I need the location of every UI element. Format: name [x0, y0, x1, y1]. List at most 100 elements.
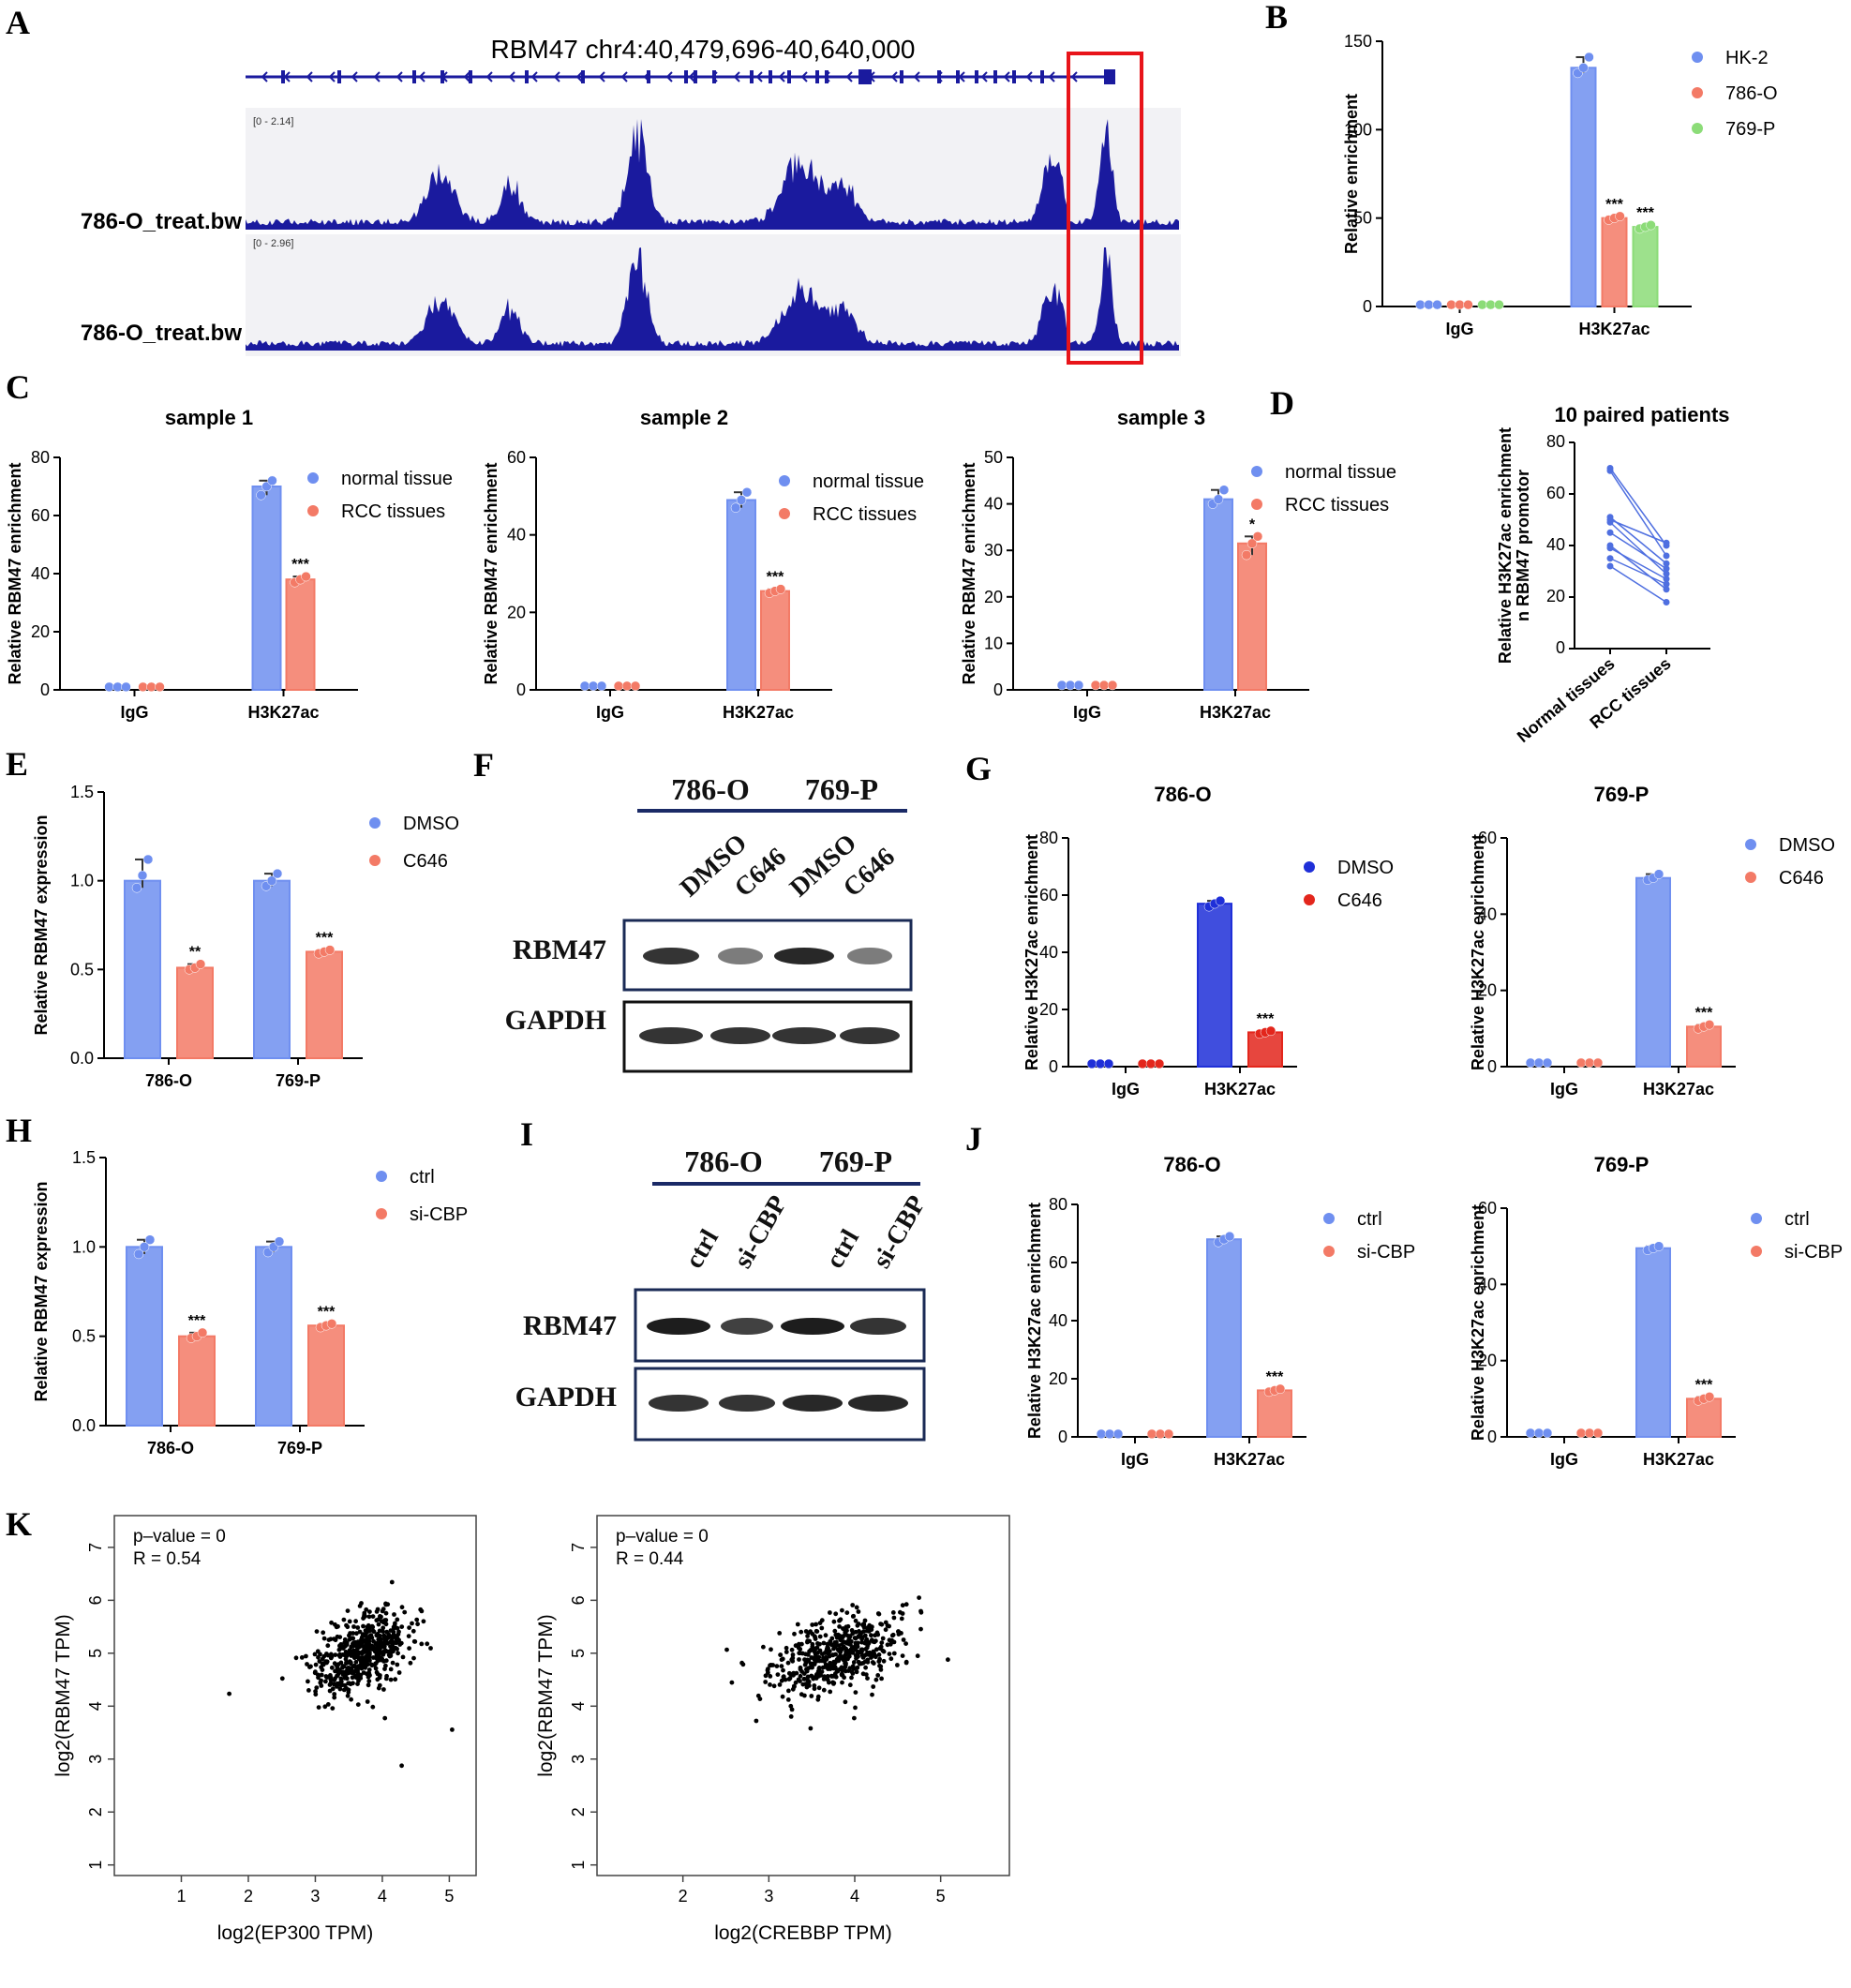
- data-point: [345, 1660, 351, 1666]
- data-point: [1065, 680, 1076, 691]
- data-point: [918, 1608, 923, 1614]
- y-tick-label: 7: [86, 1543, 105, 1552]
- data-point: [839, 1667, 844, 1672]
- legend-label: RCC tissues: [1285, 495, 1389, 516]
- bar: [1203, 498, 1233, 692]
- data-point: [769, 1647, 773, 1652]
- blot-band: [719, 1395, 775, 1412]
- data-point: [900, 1653, 905, 1658]
- data-point: [1592, 1057, 1604, 1069]
- data-point: [324, 1652, 329, 1656]
- data-point: [308, 1664, 313, 1669]
- data-point: [797, 1657, 801, 1662]
- exon: [712, 70, 716, 83]
- data-point: [121, 681, 131, 693]
- data-point: [875, 1611, 881, 1616]
- data-point: [355, 1702, 361, 1707]
- blot-i-lane-1: ctrl: [679, 1224, 724, 1273]
- y-tick-label: 60: [1039, 886, 1058, 904]
- blot-i-lane-2: si-CBP: [728, 1190, 793, 1273]
- data-point: [344, 1622, 349, 1628]
- data-point: [814, 1622, 818, 1627]
- chart-title: sample 2: [640, 406, 728, 429]
- y-tick-label: 1.0: [70, 872, 94, 890]
- data-point: [376, 1622, 381, 1627]
- data-point: [320, 1661, 325, 1667]
- data-point: [375, 1677, 381, 1682]
- x-tick-label: IgG: [1550, 1450, 1578, 1469]
- data-point: [1663, 565, 1670, 573]
- data-point: [395, 1662, 400, 1667]
- data-point: [811, 1661, 816, 1667]
- blot-f-row-1: RBM47: [513, 934, 606, 965]
- data-point: [337, 1635, 343, 1639]
- data-point: [361, 1623, 366, 1629]
- data-point: [347, 1637, 352, 1642]
- data-point: [366, 1628, 372, 1634]
- data-point: [763, 1680, 769, 1684]
- data-point: [781, 1667, 785, 1673]
- data-point: [1415, 299, 1426, 310]
- data-point: [329, 1665, 335, 1670]
- data-point: [408, 1660, 413, 1666]
- data-point: [832, 1644, 838, 1650]
- data-point: [357, 1629, 363, 1635]
- legend-label: RCC tissues: [813, 504, 917, 525]
- data-point: [866, 1625, 872, 1631]
- data-point: [855, 1622, 860, 1628]
- data-point: [381, 1641, 385, 1647]
- y-axis-label: log2(RBM47 TPM): [535, 1614, 557, 1777]
- legend-marker: [307, 472, 319, 484]
- data-point: [781, 1674, 786, 1680]
- data-point: [306, 1679, 310, 1684]
- data-point: [791, 1672, 796, 1678]
- strand-arrow: [530, 71, 538, 82]
- data-point: [384, 1635, 390, 1640]
- legend-marker: [1323, 1213, 1335, 1224]
- data-point: [146, 681, 157, 693]
- data-point: [873, 1653, 878, 1659]
- significance-label: ***: [1636, 205, 1654, 221]
- legend-marker: [1745, 872, 1756, 883]
- data-point: [371, 1629, 377, 1635]
- data-point: [399, 1763, 404, 1769]
- y-tick-label: 0: [1487, 1427, 1497, 1446]
- data-point: [816, 1685, 822, 1691]
- data-point: [1213, 494, 1224, 504]
- data-point: [1578, 63, 1589, 73]
- y-axis-label: Relative H3K27ac enrichment: [1469, 834, 1487, 1070]
- data-point: [1606, 529, 1614, 536]
- data-point: [361, 1664, 366, 1669]
- data-point: [139, 1242, 150, 1252]
- strand-arrow: [598, 71, 605, 82]
- x-tick-label: 3: [310, 1887, 320, 1906]
- chart-title: 769-P: [1594, 783, 1649, 806]
- data-point: [822, 1674, 827, 1680]
- data-point: [862, 1618, 868, 1623]
- bar: [1257, 1389, 1292, 1439]
- data-point: [330, 1706, 336, 1711]
- data-point: [1155, 1428, 1166, 1440]
- data-point: [876, 1659, 882, 1664]
- data-point: [946, 1657, 950, 1663]
- data-point: [917, 1595, 921, 1600]
- data-point: [613, 680, 624, 692]
- data-point: [326, 1319, 337, 1329]
- data-point: [360, 1639, 366, 1645]
- y-tick-label: 0: [1556, 638, 1565, 657]
- data-point: [741, 486, 753, 498]
- strand-arrow: [800, 71, 808, 82]
- strand-arrow: [890, 71, 898, 82]
- data-point: [383, 1610, 389, 1616]
- data-point: [775, 1672, 781, 1677]
- panel-label-b: B: [1265, 0, 1288, 36]
- x-tick-label: H3K27ac: [1200, 703, 1271, 722]
- data-point: [880, 1636, 886, 1641]
- y-axis-label: Relative enrichment: [1342, 94, 1361, 254]
- bar: [1197, 903, 1232, 1069]
- data-point: [312, 1652, 318, 1657]
- data-point: [1265, 1025, 1276, 1037]
- y-tick-label: 20: [984, 588, 1003, 606]
- data-point: [821, 1640, 827, 1646]
- panel-label-k: K: [6, 1505, 32, 1543]
